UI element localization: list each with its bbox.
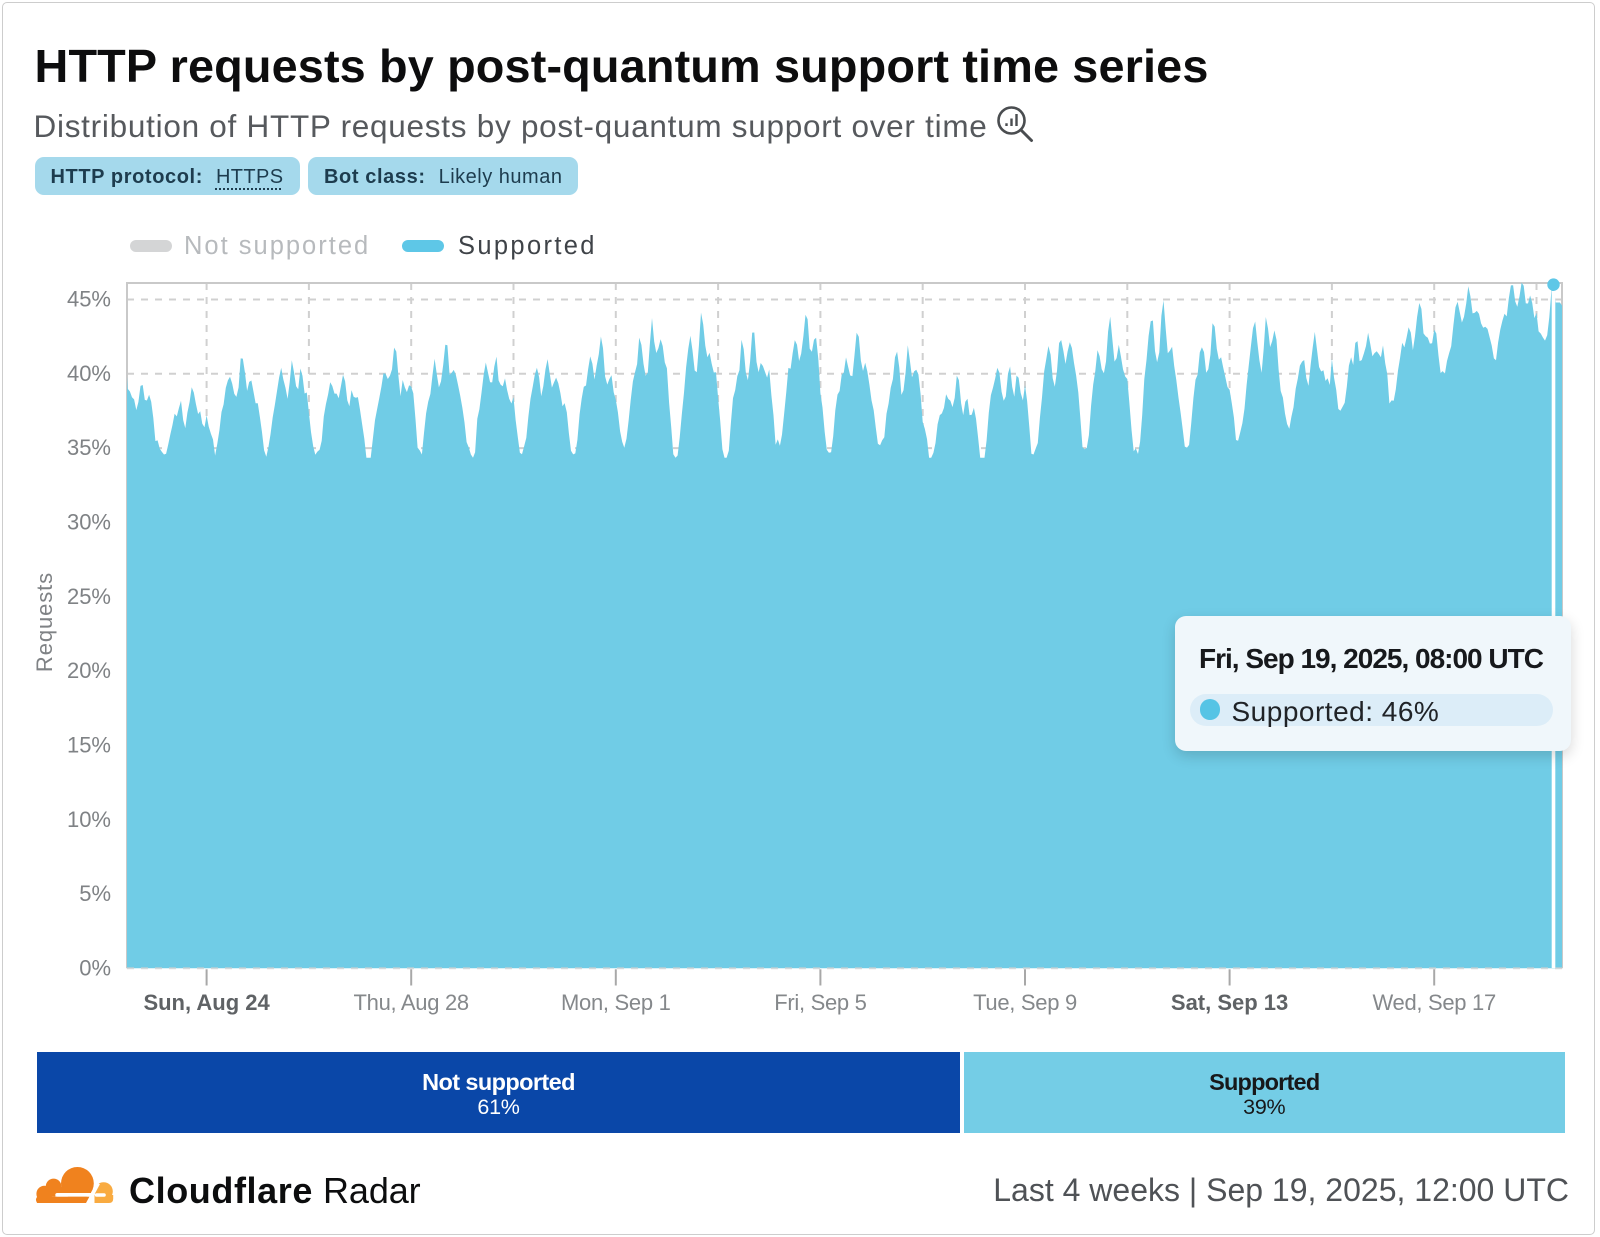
svg-text:0%: 0% <box>79 955 111 980</box>
svg-text:10%: 10% <box>67 807 111 832</box>
svg-text:Sun, Aug 24: Sun, Aug 24 <box>143 990 270 1015</box>
svg-text:30%: 30% <box>67 510 111 535</box>
svg-text:35%: 35% <box>67 435 111 460</box>
svg-text:25%: 25% <box>67 584 111 609</box>
svg-text:45%: 45% <box>67 287 111 312</box>
svg-text:5%: 5% <box>79 881 111 906</box>
svg-text:20%: 20% <box>67 658 111 683</box>
svg-text:Sat, Sep 13: Sat, Sep 13 <box>1171 990 1288 1015</box>
svg-text:40%: 40% <box>67 361 111 386</box>
svg-text:Fri, Sep 5: Fri, Sep 5 <box>774 990 866 1015</box>
svg-text:15%: 15% <box>67 733 111 758</box>
svg-text:Thu, Aug 28: Thu, Aug 28 <box>354 990 469 1015</box>
svg-text:Mon, Sep 1: Mon, Sep 1 <box>561 990 671 1015</box>
svg-text:Requests: Requests <box>32 572 57 672</box>
svg-text:Tue, Sep 9: Tue, Sep 9 <box>973 990 1077 1015</box>
svg-text:Wed, Sep 17: Wed, Sep 17 <box>1372 990 1496 1015</box>
